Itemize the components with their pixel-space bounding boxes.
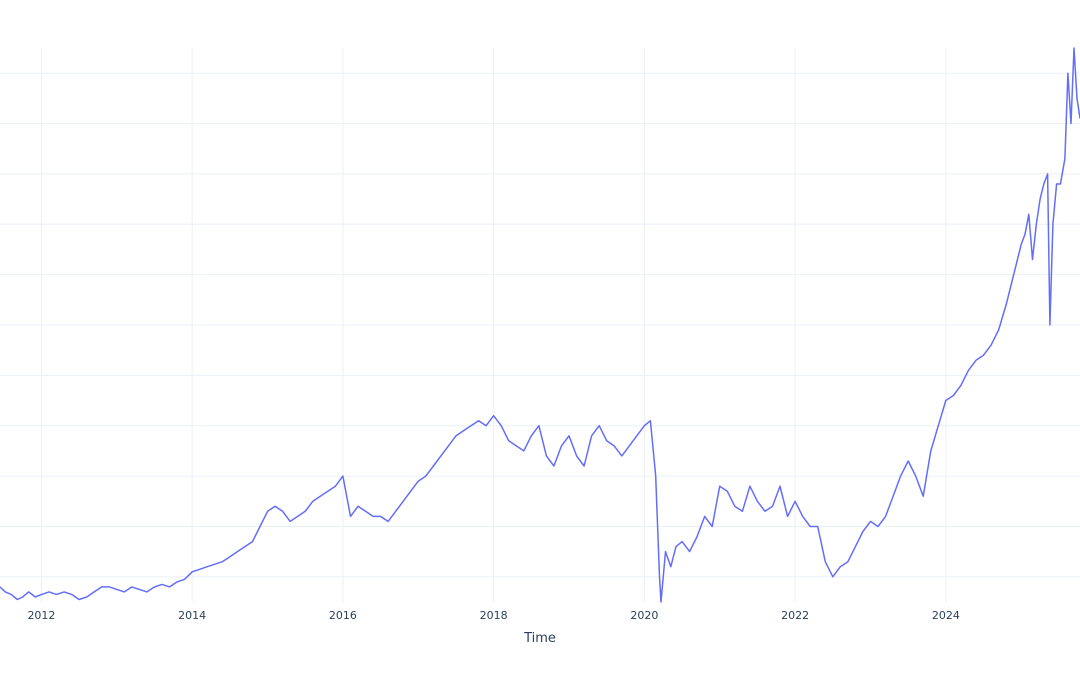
- y-gridlines: [0, 72, 1080, 578]
- x-tick-label: 2014: [178, 609, 206, 622]
- x-tick-labels: 2012 2014 2016 2018 2020 2022 2024: [27, 609, 959, 622]
- x-tick-label: 2022: [781, 609, 809, 622]
- x-axis-title: Time: [523, 631, 556, 646]
- x-tick-label: 2020: [630, 609, 658, 622]
- x-tick-label: 2016: [329, 609, 357, 622]
- price-series-line: [0, 47, 1080, 603]
- x-tick-label: 2012: [27, 609, 55, 622]
- x-tick-label: 2024: [932, 609, 960, 622]
- x-tick-label: 2018: [480, 609, 508, 622]
- x-gridlines: [40, 48, 947, 602]
